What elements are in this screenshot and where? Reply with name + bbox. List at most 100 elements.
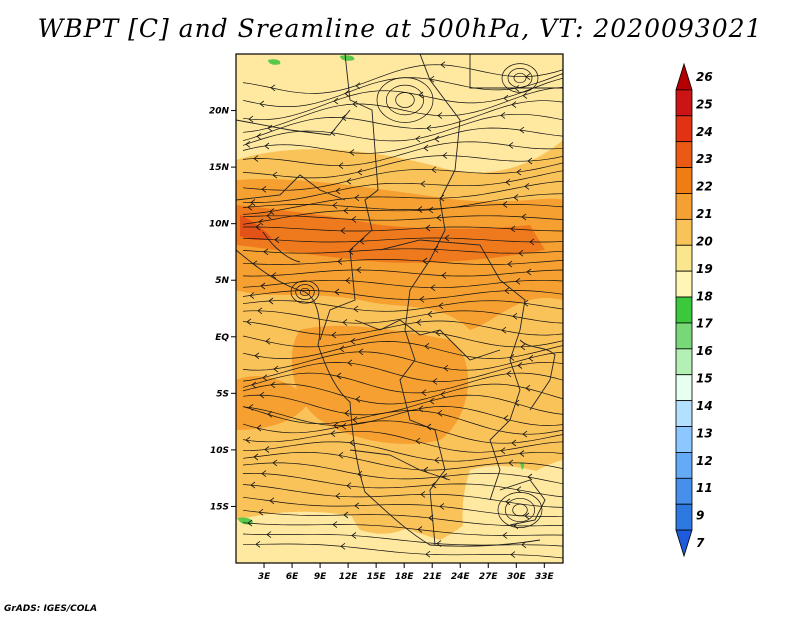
streamline-arrow (505, 178, 511, 186)
streamline (242, 204, 563, 210)
map-plot-area (236, 54, 563, 563)
streamline (242, 86, 563, 133)
streamline-arrow (440, 390, 446, 398)
streamline-vortex (501, 63, 539, 93)
streamline-arrow (349, 149, 355, 156)
streamline-arrow (442, 152, 448, 159)
streamline-arrow (519, 450, 525, 457)
streamline-arrow (337, 258, 343, 265)
streamline (242, 180, 563, 215)
streamline (242, 372, 563, 394)
colorbar-segment (675, 270, 693, 298)
streamline-arrow (261, 470, 267, 477)
streamline-arrow (254, 352, 260, 360)
colorbar-label: 25 (696, 97, 713, 111)
streamline (242, 64, 563, 94)
streamline-arrow (517, 362, 523, 369)
streamline-arrow (270, 381, 276, 389)
streamline-arrow (428, 514, 434, 522)
field-patch (236, 376, 310, 430)
streamline-arrow (348, 248, 354, 255)
longitude-axis: 3E 6E 9E 12E 15E 18E 21E 24E 27E 30E 33E (258, 563, 554, 582)
lat-tick-label: 15N (209, 163, 230, 173)
lat-tick-label: 15S (210, 502, 229, 512)
streamline-arrow (261, 185, 267, 193)
streamline-arrow (506, 370, 512, 378)
lat-tick-label: 5S (216, 389, 229, 399)
streamline-arrow (516, 486, 522, 494)
streamline-arrow (255, 540, 261, 548)
streamline-arrow (351, 216, 357, 223)
streamline-arrow (269, 497, 275, 505)
colorbar-label: 16 (696, 344, 713, 358)
streamline-vortex (497, 492, 543, 528)
streamline-arrow (501, 326, 507, 334)
streamline-arrow (437, 112, 443, 119)
streamline-arrow (520, 343, 526, 351)
streamline-arrow (522, 430, 528, 438)
chart-title: WBPT [C] and Sreamline at 500hPa, VT: 20… (37, 14, 763, 43)
streamline-arrow (429, 397, 435, 405)
lon-tick-label: 9E (314, 572, 327, 582)
streamline-arrow (356, 266, 362, 274)
streamline (242, 522, 563, 537)
streamline-arrow (339, 345, 345, 353)
streamline-arrow (444, 234, 450, 242)
streamline (242, 290, 563, 300)
streamline-arrow (245, 436, 251, 444)
streamline-arrow (344, 90, 350, 97)
streamline-vortex (513, 72, 527, 84)
streamline (242, 420, 563, 444)
streamline-arrow (508, 459, 514, 467)
colorbar-label: 9 (696, 509, 704, 523)
streamline-arrow (439, 194, 445, 202)
colorbar-label: 12 (696, 454, 713, 468)
streamline (242, 320, 563, 336)
colorbar-segment (675, 322, 693, 350)
streamline-arrow (503, 94, 509, 102)
streamline-arrow (335, 492, 341, 500)
streamline-vortex (512, 503, 528, 517)
streamline-arrow (523, 299, 529, 307)
streamline-arrow (355, 82, 361, 90)
streamline-arrow (524, 512, 530, 520)
streamline (242, 341, 563, 359)
streamline-arrow (259, 100, 265, 108)
streamline-arrow (264, 446, 270, 453)
streamline (242, 141, 563, 167)
streamline-arrow (248, 115, 254, 123)
streamline (242, 473, 563, 498)
streamline-arrow (247, 519, 253, 527)
field-patch (480, 54, 563, 124)
streamline-arrow (265, 337, 271, 345)
streamline-arrow (346, 177, 352, 185)
streamline-arrow (253, 453, 259, 461)
streamline-arrow (256, 133, 262, 140)
streamline-vortex (385, 84, 425, 116)
streamline-arrow (272, 171, 278, 179)
streamline-arrow (345, 277, 351, 284)
streamline-arrow (270, 84, 276, 92)
streamline-arrow (246, 318, 252, 326)
streamline (242, 533, 563, 548)
streamline-arrow (502, 201, 508, 208)
streamline-arrow (422, 257, 428, 265)
streamline-arrow (521, 213, 527, 221)
streamline-arrow (524, 183, 530, 190)
lon-tick-label: 30E (507, 572, 527, 582)
streamline-arrow (358, 348, 364, 356)
streamlines (242, 61, 563, 559)
streamline-arrow (507, 260, 513, 268)
streamline-arrow (258, 218, 264, 226)
lon-tick-label: 6E (286, 572, 299, 582)
streamline-arrow (336, 372, 342, 380)
lon-tick-label: 3E (258, 572, 271, 582)
colorbar-segment (675, 452, 693, 479)
streamline-arrow (349, 439, 355, 447)
streamline-arrow (266, 531, 272, 538)
colorbar-segment (675, 115, 693, 143)
streamline-arrow (436, 214, 442, 222)
streamline-vortex (504, 497, 536, 523)
streamline-arrow (432, 378, 438, 385)
streamline (242, 113, 563, 146)
